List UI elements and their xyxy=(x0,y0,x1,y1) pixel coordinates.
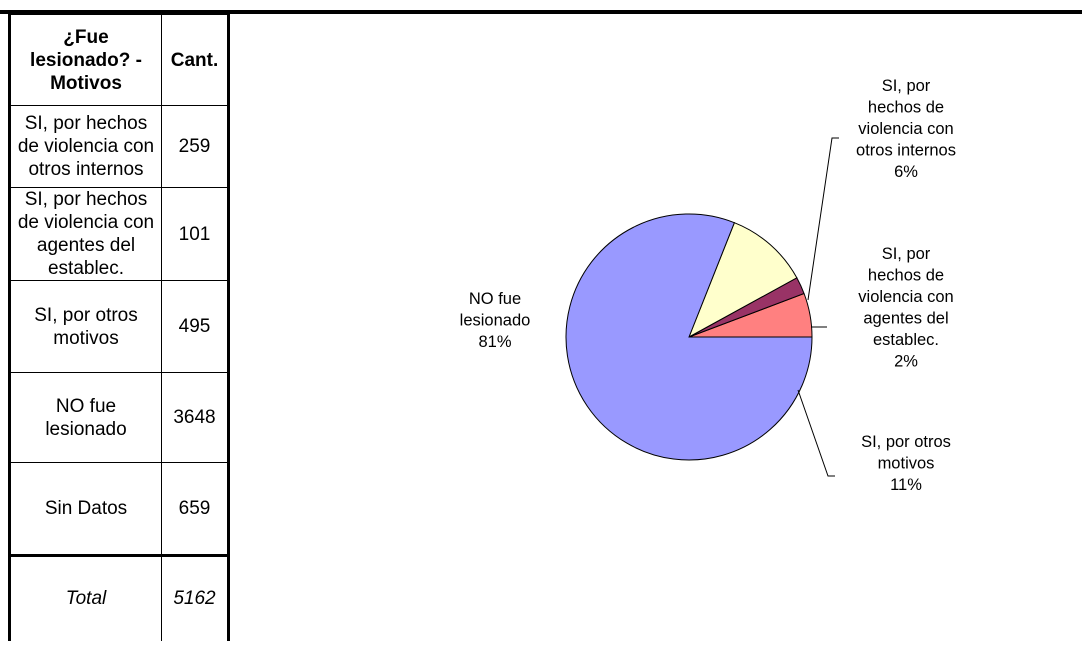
pie-slices xyxy=(565,213,813,461)
slice-labels: SI, por hechos de violencia con otros inter… xyxy=(460,77,956,494)
row-category: Sin Datos xyxy=(9,462,162,556)
row-category: SI, por hechos de violencia con agentes … xyxy=(9,187,162,281)
slice-no-lesionado xyxy=(565,213,813,461)
slice-label: SI, por hechos de violencia con agentes del… xyxy=(858,245,953,371)
header-category: ¿Fue lesionado? - Motivos xyxy=(9,14,162,106)
table-total-row: Total 5162 xyxy=(9,554,229,641)
row-category: NO fue lesionado xyxy=(9,372,162,463)
row-count: 101 xyxy=(161,187,229,281)
row-count: 3648 xyxy=(161,372,229,463)
slice-label: SI, por otros motivos 11% xyxy=(861,433,951,494)
table-header-row: ¿Fue lesionado? - Motivos Cant. xyxy=(9,14,229,106)
pie-chart: SI, por hechos de violencia con otros inter… xyxy=(460,77,956,494)
leader-line xyxy=(797,389,835,477)
total-category: Total xyxy=(9,554,162,641)
total-count: 5162 xyxy=(161,554,229,641)
row-count: 259 xyxy=(161,105,229,188)
header-count: Cant. xyxy=(161,14,229,106)
leader-line xyxy=(807,137,839,301)
table-row: SI, por hechos de violencia con otros in… xyxy=(9,105,229,188)
table-row: NO fue lesionado 3648 xyxy=(9,372,229,463)
table-row: SI, por otros motivos 495 xyxy=(9,280,229,373)
table-row: SI, por hechos de violencia con agentes … xyxy=(9,187,229,281)
row-category: SI, por otros motivos xyxy=(9,280,162,373)
data-table: ¿Fue lesionado? - Motivos Cant. SI, por … xyxy=(8,14,230,641)
row-count: 659 xyxy=(161,462,229,556)
table-row: Sin Datos 659 xyxy=(9,462,229,556)
leader-lines xyxy=(797,137,839,477)
row-category: SI, por hechos de violencia con otros in… xyxy=(9,105,162,188)
top-rule xyxy=(0,10,1082,14)
slice-label: NO fue lesionado 81% xyxy=(460,290,531,351)
slice-otros-motivos xyxy=(688,222,798,339)
slice-label: SI, por hechos de violencia con otros inter… xyxy=(856,77,956,181)
row-count: 495 xyxy=(161,280,229,373)
